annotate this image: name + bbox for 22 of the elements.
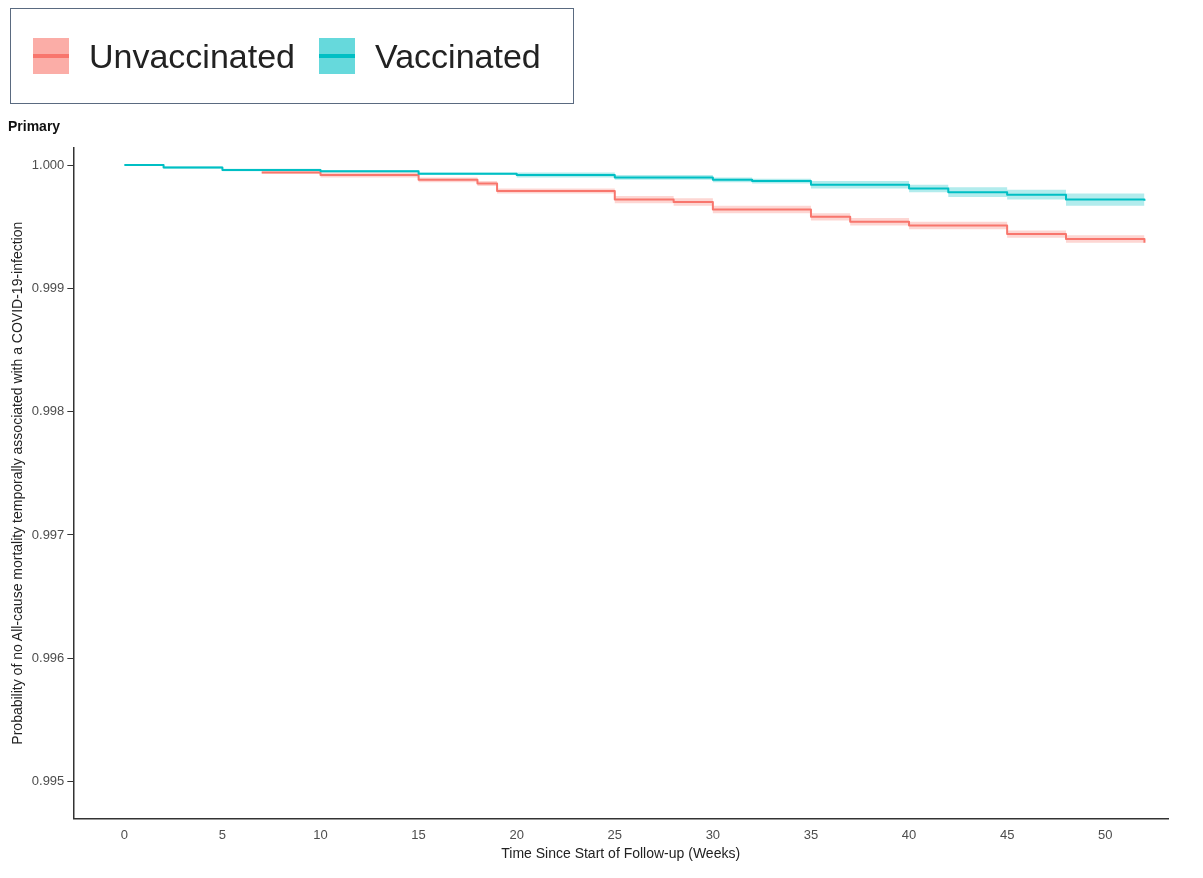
legend-label: Unvaccinated bbox=[89, 36, 296, 76]
y-tick-label: 1.000 bbox=[31, 156, 65, 172]
legend-label: Vaccinated bbox=[375, 36, 541, 76]
x-tick-label: 40 bbox=[901, 826, 917, 842]
chart-title: Primary bbox=[8, 118, 61, 135]
y-tick-label: 0.998 bbox=[31, 403, 65, 419]
y-tick-label: 0.997 bbox=[31, 526, 65, 542]
x-tick-label: 35 bbox=[803, 826, 819, 842]
x-tick-label: 10 bbox=[313, 826, 328, 842]
y-axis-title: Probability of no All-cause mortality temporally associated with a COVID-19-infection bbox=[9, 221, 26, 745]
x-tick-label: 30 bbox=[705, 826, 721, 842]
x-axis-title: Time Since Start of Follow-up (Weeks) bbox=[501, 845, 741, 862]
x-tick-label: 0 bbox=[120, 826, 128, 842]
x-tick-label: 5 bbox=[218, 826, 227, 842]
x-tick-label: 45 bbox=[999, 826, 1015, 842]
x-tick-label: 25 bbox=[607, 826, 623, 842]
y-tick-label: 0.999 bbox=[31, 279, 65, 295]
x-tick-label: 20 bbox=[509, 826, 524, 842]
x-tick-label: 50 bbox=[1097, 826, 1113, 842]
y-tick-label: 0.995 bbox=[31, 773, 65, 789]
y-tick-label: 0.996 bbox=[31, 649, 65, 665]
x-tick-label: 15 bbox=[411, 826, 426, 842]
